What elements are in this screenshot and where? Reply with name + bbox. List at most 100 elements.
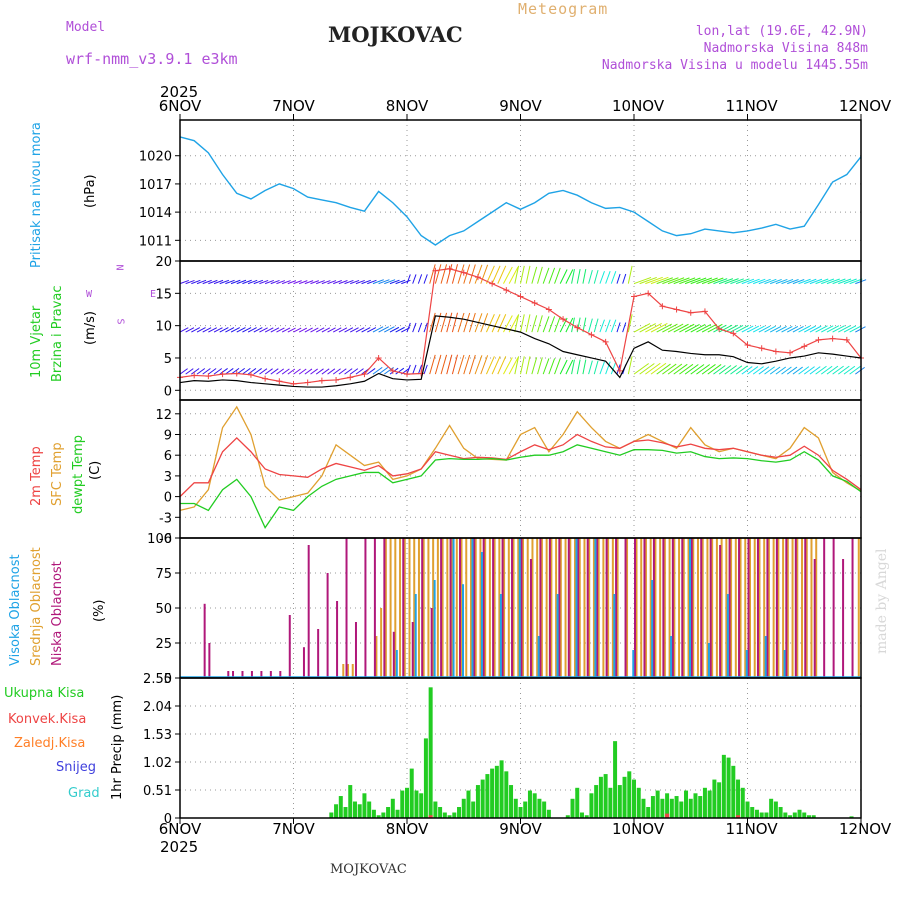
cloud-bar: [596, 538, 599, 678]
cloud-bar: [640, 538, 643, 678]
wind-barb: [378, 279, 390, 285]
cloud-bar: [364, 538, 367, 678]
wind-barb: [253, 368, 262, 375]
x-tick-label: 10NOV: [612, 97, 665, 115]
cloud-bar: [441, 538, 444, 678]
wind-barb: [554, 358, 561, 375]
cloud-bar: [462, 584, 465, 678]
wind-barb: [741, 366, 753, 375]
wind-barb: [707, 277, 724, 285]
wind-barb: [423, 322, 428, 333]
cloud-bar: [758, 538, 761, 678]
cloud-bar: [857, 538, 860, 678]
wind-barb: [497, 265, 507, 284]
wind-barb: [718, 324, 733, 333]
wind-barb: [327, 280, 337, 285]
y-tick-label: 10: [155, 320, 172, 335]
wind-barb: [809, 366, 821, 375]
y-tick-label: 3: [164, 470, 172, 485]
wind-barb: [514, 356, 520, 375]
wind-barb: [593, 318, 599, 333]
wind-gust-point: [262, 375, 269, 382]
wind-barb: [548, 267, 556, 284]
wind-barb: [832, 325, 845, 333]
wind-barb: [338, 280, 348, 285]
wind-barb: [741, 325, 754, 333]
precip-bar: [603, 774, 608, 818]
wind-barb: [315, 368, 324, 375]
wind-barb: [616, 322, 621, 333]
precip-conv-bar: [665, 813, 670, 818]
wind-barb: [588, 269, 593, 284]
wind-barb: [434, 354, 442, 375]
wind-barb: [315, 327, 325, 333]
wind-barb: [696, 277, 713, 285]
wind-barb: [304, 327, 313, 333]
x-tick-label: 7NOV: [272, 820, 315, 838]
cloud-bar: [395, 650, 398, 678]
cloud-bar: [539, 538, 542, 678]
wind-barb: [718, 365, 732, 375]
precip-bar: [414, 790, 419, 818]
wind-barb: [781, 278, 794, 285]
wind-barb: [582, 269, 587, 284]
wind-barb: [208, 368, 217, 375]
cloud-bar: [728, 538, 731, 678]
wind-gust-point: [389, 367, 396, 374]
wind-barb: [191, 368, 200, 375]
precip-bar: [518, 807, 523, 818]
cloud-bar: [227, 671, 230, 678]
wind-barb: [310, 327, 319, 333]
wind-gust-point: [347, 374, 354, 381]
wind-barb: [747, 325, 760, 333]
cloud-bar: [668, 538, 671, 678]
cloud-bar: [269, 671, 272, 678]
cloud-bar: [678, 538, 681, 678]
y-tick-label: 2.04: [143, 700, 172, 715]
lonlat-label: lon,lat (19.6E, 42.9N): [695, 24, 868, 39]
precip-bar: [466, 790, 471, 818]
wind-barb: [667, 363, 683, 375]
wind-barb: [372, 279, 384, 285]
precip-bar: [570, 798, 575, 818]
precip-bar: [797, 809, 802, 818]
cloud-bar: [651, 580, 654, 678]
precip-bar: [745, 801, 750, 818]
cloud-bar: [288, 615, 291, 678]
precip-bar: [721, 754, 726, 818]
cloud-bar: [558, 538, 561, 678]
wind-barb: [389, 279, 400, 285]
precip-bar: [334, 804, 339, 818]
cloud-bar: [482, 538, 485, 678]
cloud-bar: [503, 538, 506, 678]
precip-bar: [622, 776, 627, 818]
wind-barb: [367, 327, 377, 333]
wind-barb: [242, 327, 252, 333]
cloud-bar: [548, 538, 551, 678]
precip-bar: [546, 809, 551, 818]
precip-bar: [447, 815, 452, 818]
cloud-bar: [753, 538, 756, 678]
wind-barb: [809, 278, 823, 285]
cloud-bar: [492, 538, 495, 678]
wind-barb: [213, 368, 223, 375]
cloud-bar: [520, 538, 523, 678]
precip-bar: [660, 798, 665, 818]
cloud-bar: [537, 636, 540, 678]
y-tick-label: 12: [155, 408, 172, 423]
wind-barb: [650, 322, 668, 333]
wind-barb: [429, 354, 436, 375]
cloud-bar: [498, 538, 501, 678]
wind-barb: [605, 319, 611, 333]
wind-barb: [633, 363, 649, 375]
wind-gust-point: [460, 269, 467, 276]
wind-gust-point: [219, 371, 226, 378]
precip-bar: [352, 801, 357, 818]
cloud-bar: [659, 538, 662, 678]
wind-gust-point: [829, 335, 836, 342]
cloud-bar: [687, 538, 690, 678]
precip-bar: [513, 798, 518, 818]
wind-barb: [406, 364, 411, 375]
precip-bar: [499, 760, 504, 818]
wind-barb: [191, 327, 201, 333]
